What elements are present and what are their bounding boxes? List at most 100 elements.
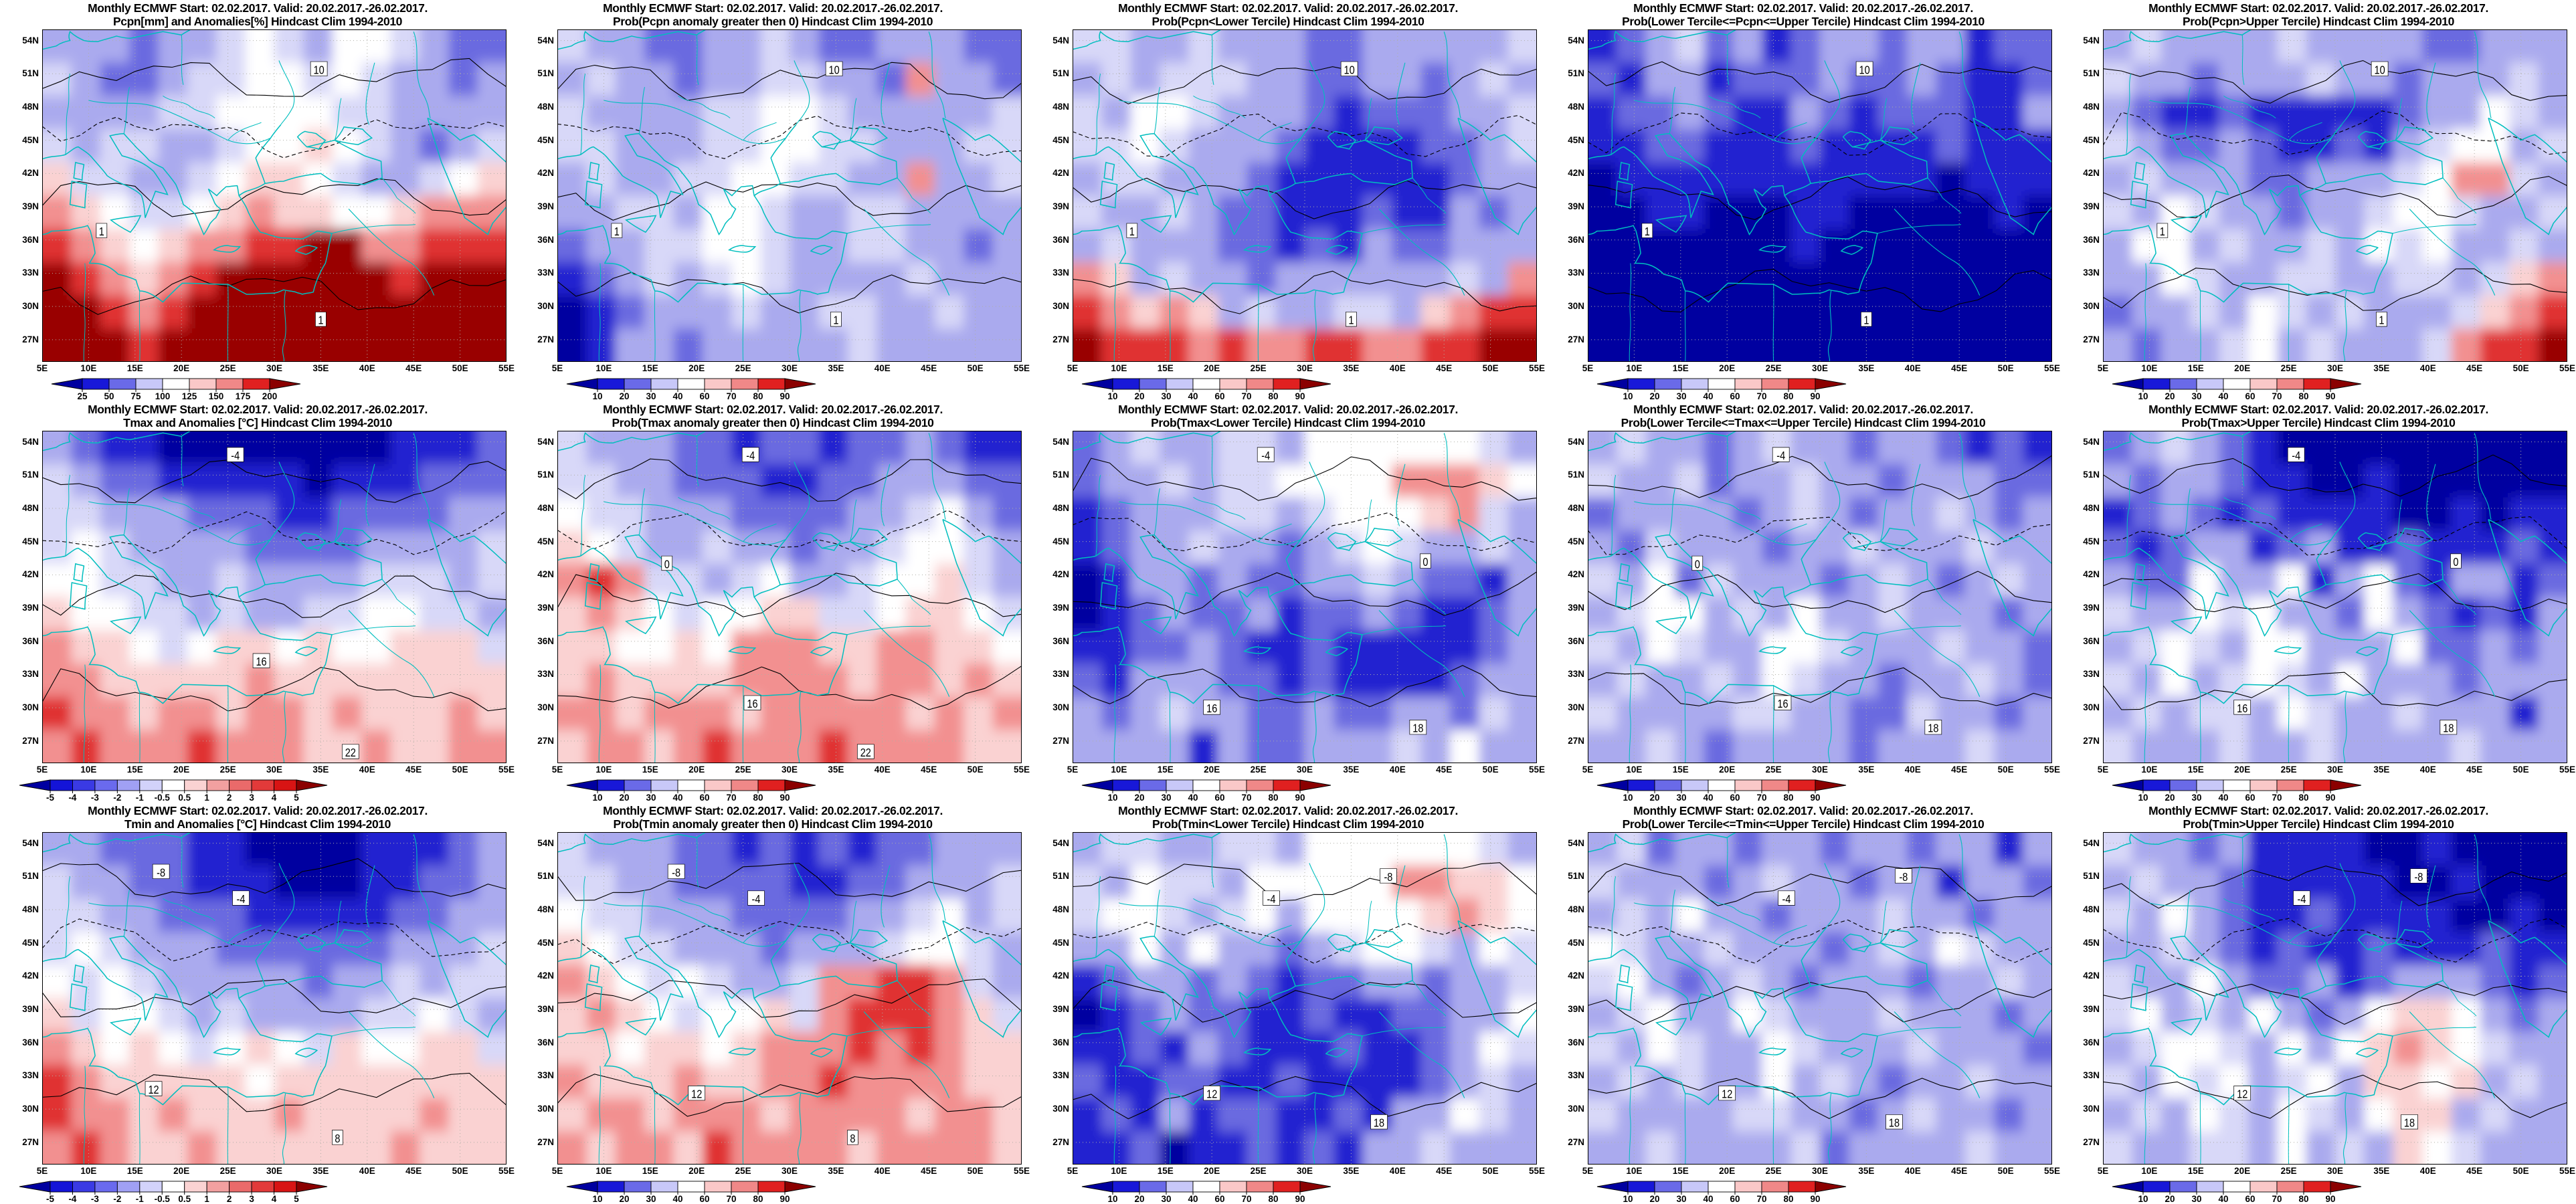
river-path: [604, 502, 786, 545]
lat-tick-label: 48N: [2083, 101, 2100, 112]
panel-title-line1: Monthly ECMWF Start: 02.02.2017. Valid: …: [1633, 804, 1973, 817]
colorbar-tick-label: 40: [1188, 1194, 1198, 1204]
contour-labels: -8 -4 12 8: [145, 864, 343, 1145]
lon-tick-label: 15E: [1157, 1166, 1174, 1176]
lat-tick-label: 36N: [1568, 1037, 1584, 1047]
lon-tick-label: 50E: [1482, 1166, 1499, 1176]
river-path: [1894, 610, 1980, 696]
lat-tick-label: 30N: [537, 301, 554, 312]
border-path: [1154, 87, 1160, 134]
svg-text:-4: -4: [237, 893, 246, 906]
colorbar-tick-label: 70: [2272, 391, 2282, 401]
river-path: [1634, 502, 1816, 545]
colorbar-tick-label: 20: [2165, 1194, 2175, 1204]
river-path: [1379, 610, 1465, 696]
lat-tick-label: 54N: [2083, 436, 2100, 447]
lat-tick-label: 33N: [537, 1070, 554, 1081]
svg-text:10: 10: [314, 64, 325, 77]
lon-tick-label: 40E: [874, 1166, 891, 1176]
border-path: [654, 1094, 655, 1165]
lon-tick-label: 20E: [688, 765, 705, 775]
svg-text:18: 18: [2404, 1116, 2415, 1130]
svg-text:-4: -4: [1776, 449, 1785, 463]
lat-tick-label: 51N: [537, 871, 554, 882]
svg-text:0: 0: [1695, 558, 1700, 571]
colorbar-tick-label: 30: [646, 391, 656, 401]
lat-tick-label: 27N: [2083, 334, 2100, 344]
river-path: [1313, 1094, 1317, 1165]
colorbar-tick-label: 80: [753, 1194, 763, 1204]
border-path: [1362, 1027, 1446, 1036]
svg-text:22: 22: [345, 746, 356, 760]
svg-text:1: 1: [1863, 314, 1869, 327]
panel-title-line1: Monthly ECMWF Start: 02.02.2017. Valid: …: [603, 804, 943, 817]
svg-text:-4: -4: [1782, 893, 1791, 906]
lon-tick-label: 40E: [2419, 1166, 2436, 1176]
colorbar-tick-label: 60: [1730, 391, 1740, 401]
lat-tick-label: 42N: [1568, 971, 1584, 981]
colorbar-tick-label: 40: [1188, 793, 1198, 803]
lat-tick-label: 36N: [2083, 1037, 2100, 1047]
border-path: [743, 524, 777, 542]
lat-tick-label: 33N: [1568, 268, 1584, 278]
panel-title-line1: Monthly ECMWF Start: 02.02.2017. Valid: …: [88, 403, 428, 416]
colorbar-tick-label: 90: [1295, 1194, 1305, 1204]
lon-tick-label: 40E: [1904, 765, 1921, 775]
lon-tick-label: 40E: [1904, 1166, 1921, 1176]
lat-tick-label: 27N: [2083, 1136, 2100, 1147]
lat-tick-label: 33N: [22, 1070, 39, 1081]
panel-title-line1: Monthly ECMWF Start: 02.02.2017. Valid: …: [1118, 1, 1458, 15]
contour-lines: [557, 62, 1022, 313]
border-path: [847, 626, 931, 635]
lon-tick-label: 15E: [642, 1166, 658, 1176]
colorbar-tick-label: 60: [2245, 391, 2255, 401]
contour-labels: 10 1 1: [612, 62, 842, 327]
lat-tick-label: 51N: [537, 68, 554, 79]
lat-tick-label: 42N: [22, 569, 39, 580]
lon-tick-label: 50E: [1997, 765, 2014, 775]
river-path: [1894, 1011, 1980, 1098]
border-path: [1154, 890, 1160, 936]
lon-tick-label: 30E: [1296, 1166, 1313, 1176]
panel-title-line2: Prob(Tmax>Upper Tercile) Hindcast Clim 1…: [2181, 416, 2456, 429]
lat-tick-label: 27N: [1052, 1136, 1069, 1147]
border-path: [124, 488, 129, 535]
forecast-panel-tmin-3: Monthly ECMWF Start: 02.02.2017. Valid: …: [1546, 803, 2061, 1204]
panel-title-line2: Prob(Tmax<Lower Tercile) Hindcast Clim 1…: [1151, 416, 1425, 429]
border-path: [163, 96, 215, 118]
lon-tick-label: 10E: [80, 1166, 97, 1176]
river-path: [881, 464, 890, 526]
border-path: [1114, 264, 1115, 362]
lat-tick-label: 30N: [2083, 1104, 2100, 1114]
border-path: [1212, 436, 1214, 486]
river-path: [1396, 63, 1405, 125]
border-path: [66, 876, 70, 957]
border-path: [124, 87, 129, 134]
lat-tick-label: 45N: [1568, 134, 1584, 145]
svg-text:16: 16: [1777, 698, 1788, 711]
lat-tick-label: 42N: [537, 168, 554, 179]
border-path: [2395, 500, 2402, 542]
border-path: [850, 98, 856, 140]
lon-tick-label: 5E: [1067, 1166, 1079, 1176]
lon-tick-label: 40E: [1389, 765, 1406, 775]
shading-field: [2103, 832, 2567, 1165]
border-path: [2200, 1094, 2201, 1165]
lon-tick-label: 45E: [405, 1166, 422, 1176]
lon-tick-label: 45E: [2466, 363, 2483, 373]
svg-text:1: 1: [1645, 225, 1650, 239]
svg-text:18: 18: [1412, 722, 1423, 735]
map-canvas: 10 1 1: [2103, 29, 2567, 362]
lon-tick-label: 15E: [2187, 1166, 2204, 1176]
lon-tick-label: 55E: [1013, 363, 1030, 373]
lon-tick-label: 45E: [1951, 1166, 1968, 1176]
colorbar-tick-label: -5: [46, 1194, 54, 1204]
lat-tick-label: 33N: [1052, 268, 1069, 278]
contour-labels: -4 0 16 22: [662, 447, 875, 759]
colorbar-tick-label: -4: [68, 1194, 76, 1204]
colorbar-tick-label: 40: [672, 391, 682, 401]
border-path: [850, 901, 856, 943]
panel-title-line1: Monthly ECMWF Start: 02.02.2017. Valid: …: [1633, 403, 1973, 416]
lat-tick-label: 45N: [22, 134, 39, 145]
river-path: [2340, 462, 2355, 526]
